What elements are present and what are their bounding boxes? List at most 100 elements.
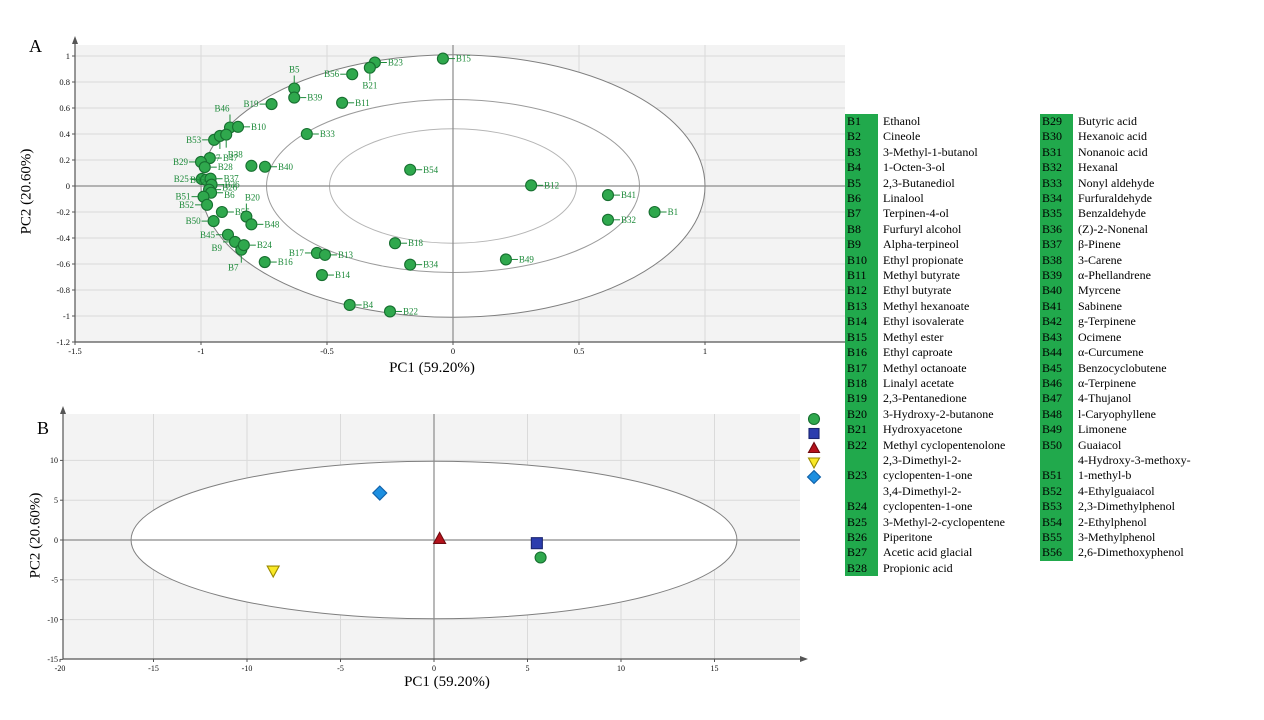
point-label: B15	[456, 54, 472, 64]
table-row: B48 l-Caryophyllene	[1040, 406, 1191, 423]
compound-code: B48	[1040, 406, 1073, 423]
diamond-marker	[371, 485, 388, 501]
compound-name: Hexanal	[1078, 160, 1118, 175]
compound-name: 3-Carene	[1078, 252, 1122, 267]
table-row: B38 3-Carene	[1040, 252, 1191, 269]
table-row: B19 2,3-Pentanedione	[845, 391, 1005, 407]
compound-name: α-Phellandrene	[1078, 268, 1151, 283]
x-tick-label: 0	[451, 346, 455, 356]
y-axis-arrow	[60, 406, 66, 414]
panel-a-ylabel: PC2 (20.60%)	[18, 148, 35, 235]
point-label: B23	[388, 58, 404, 68]
compound-code: B41	[1040, 298, 1073, 315]
table-row: B52 4-Ethylguaiacol	[1040, 483, 1191, 500]
table-row: B56 2,6-Dimethoxyphenol	[1040, 545, 1191, 561]
compound-name: 2,6-Dimethoxyphenol	[1078, 545, 1184, 560]
compound-name: Methyl butyrate	[883, 268, 960, 283]
compound-name: Terpinen-4-ol	[883, 206, 949, 221]
panel-b-xlabel: PC1 (59.20%)	[404, 674, 490, 690]
compound-name: 4-Ethylguaiacol	[1078, 483, 1155, 498]
point-label: B33	[320, 129, 336, 139]
compound-code: B56	[1040, 545, 1073, 561]
circle-marker	[648, 205, 661, 219]
compound-code: B36	[1040, 221, 1073, 238]
circle-marker	[404, 163, 417, 176]
point-label: B17	[289, 248, 305, 258]
circle-marker	[336, 96, 349, 109]
compound-code: B37	[1040, 237, 1073, 253]
table-row: B16 Ethyl caproate	[845, 345, 1005, 361]
y-tick-label: -0.6	[57, 259, 70, 269]
table-row: B36 (Z)-2-Nonenal	[1040, 221, 1191, 238]
compound-code: B14	[845, 314, 878, 330]
compound-name: α-Terpinene	[1078, 375, 1137, 390]
compound-code: B50	[1040, 437, 1073, 453]
point-label: B26	[222, 183, 238, 193]
x-tick-label: -10	[242, 664, 253, 673]
point-label: B1	[668, 207, 679, 217]
compound-name: Ethyl propionate	[883, 252, 964, 267]
compound-code: B39	[1040, 268, 1073, 284]
compound-code: B25	[845, 514, 878, 530]
point-label: B28	[218, 162, 234, 172]
table-row: B5 2,3-Butanediol	[845, 175, 1005, 192]
table-row: B49 Limonene	[1040, 422, 1191, 438]
compound-name: 2-Ethylphenol	[1078, 514, 1147, 529]
compound-code: B46	[1040, 375, 1073, 392]
circle-marker	[237, 239, 250, 252]
compound-code: B34	[1040, 191, 1073, 207]
x-tick-label: -1	[197, 346, 204, 356]
x-tick-label: 0	[432, 664, 436, 673]
compound-code: B12	[845, 283, 878, 299]
point-label: B56	[324, 69, 340, 79]
compound-code: B27	[845, 545, 878, 561]
circle-marker	[215, 205, 228, 219]
compound-code: B35	[1040, 206, 1073, 222]
point-label: B32	[621, 215, 636, 225]
table-row: B14 Ethyl isovalerate	[845, 314, 1005, 330]
panel-a-label: A	[29, 36, 42, 56]
table-row: B51 4-Hydroxy-3-methoxy- 1-methyl-b	[1040, 452, 1191, 484]
compound-name: Myrcene	[1078, 283, 1121, 298]
table-row: B39 α-Phellandrene	[1040, 268, 1191, 284]
compound-name: Linalool	[883, 191, 924, 206]
compound-name: Methyl octanoate	[883, 360, 967, 375]
compound-table-column: B1 Ethanol B2 Cineole B3 3-Methyl-1-butanol B4…	[845, 114, 1006, 577]
table-row: B7 Terpinen-4-ol	[845, 206, 1005, 222]
diamond-marker	[806, 469, 822, 485]
y-tick-label: 0	[66, 181, 70, 191]
circle-marker	[601, 213, 615, 226]
square-marker	[530, 537, 543, 550]
table-row: B35 Benzaldehyde	[1040, 206, 1191, 222]
compound-name: 2,3-Dimethyl-2- cyclopenten-1-one	[883, 452, 973, 483]
compound-code: B53	[1040, 499, 1073, 515]
table-row: B43 Ocimene	[1040, 329, 1191, 346]
point-label: B50	[186, 216, 202, 226]
y-tick-label: -10	[47, 615, 58, 624]
point-label: B49	[519, 254, 535, 264]
circle-marker	[383, 305, 397, 318]
table-row: B45 Benzocyclobutene	[1040, 360, 1191, 376]
y-tick-label: -15	[47, 655, 58, 664]
compound-code: B38	[1040, 252, 1073, 269]
y-tick-label: 10	[50, 456, 58, 465]
y-tick-label: 0.4	[59, 129, 70, 139]
compound-name: Ethyl caproate	[883, 345, 953, 360]
compound-name: Methyl cyclopentenolone	[883, 437, 1006, 452]
table-row: B27 Acetic acid glacial	[845, 545, 1005, 561]
compound-name: Alpha-terpineol	[883, 237, 959, 252]
table-row: B47 4-Thujanol	[1040, 391, 1191, 407]
compound-name: Linalyl acetate	[883, 375, 954, 390]
compound-name: Propionic acid	[883, 560, 953, 575]
table-row: B18 Linalyl acetate	[845, 375, 1005, 392]
point-label: B48	[264, 219, 280, 229]
table-row: B33 Nonyl aldehyde	[1040, 175, 1191, 192]
circle-marker	[363, 61, 376, 74]
compound-name: 2,3-Butanediol	[883, 175, 955, 190]
compound-code: B10	[845, 252, 878, 269]
point-label: B35	[190, 175, 206, 185]
circle-marker	[231, 120, 245, 133]
point-label: B18	[408, 238, 424, 248]
y-tick-label: 0	[54, 536, 58, 545]
